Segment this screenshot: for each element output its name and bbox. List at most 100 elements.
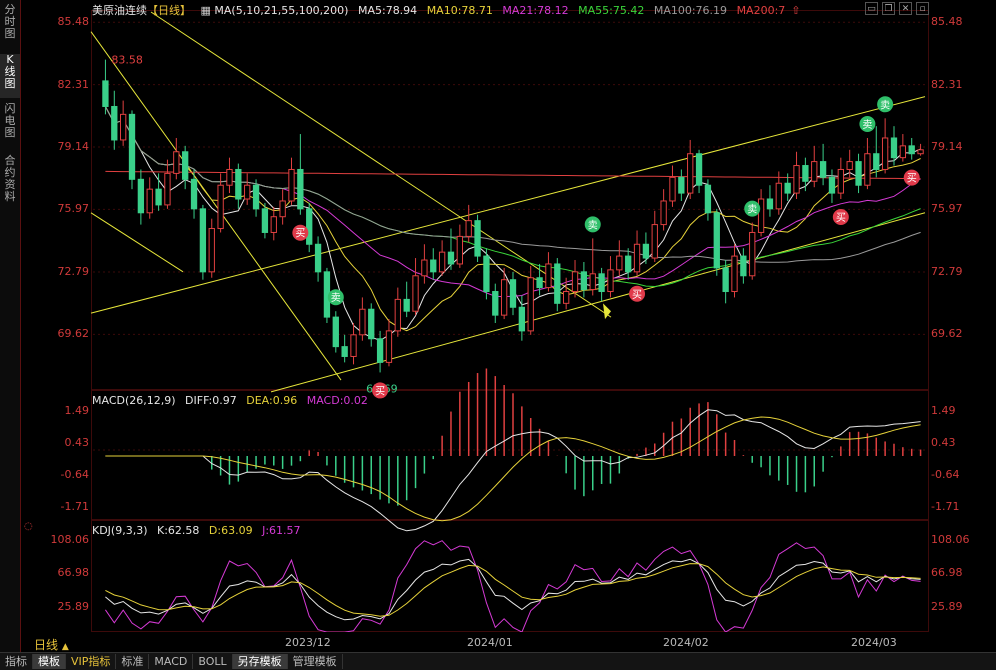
tab-boll[interactable]: BOLL — [193, 654, 233, 669]
maximize-icon[interactable]: ▫ — [916, 2, 929, 15]
candle-body — [509, 279, 517, 308]
tab-flash-chart-char: 电 — [4, 114, 16, 127]
minimize-icon[interactable]: ▭ — [865, 2, 878, 15]
candle-body — [465, 220, 472, 237]
arrow-up-icon[interactable]: ⇧ — [791, 4, 801, 17]
candle-body — [341, 346, 348, 357]
kdj-j-value: J:61.57 — [262, 524, 301, 537]
trend-line — [150, 11, 612, 318]
candle-body — [607, 269, 614, 293]
tab-flash-chart[interactable]: 闪电图 — [0, 103, 20, 147]
chart-canvas[interactable]: 83.5867.69买买买买买卖卖卖卖卖 — [21, 0, 996, 632]
candle-body — [412, 275, 419, 312]
candlesticks — [102, 59, 924, 373]
tab-macd[interactable]: MACD — [149, 654, 194, 669]
candle-body — [908, 145, 915, 155]
ma21-line — [104, 106, 921, 298]
tab-intraday-chart[interactable]: 分时图 — [0, 4, 20, 48]
tab-templates[interactable]: 模板 — [33, 654, 66, 669]
tab-manage-templates[interactable]: 管理模板 — [288, 654, 343, 669]
candle-body — [368, 308, 375, 340]
period-selector-label: 日线 — [34, 638, 59, 652]
candle-body — [438, 251, 446, 273]
candle-body — [288, 168, 295, 202]
close-icon[interactable]: ✕ — [899, 2, 912, 15]
ma55-value: MA55:75.42 — [578, 4, 645, 17]
candle-body — [279, 200, 286, 218]
tab-indicators[interactable]: 指标 — [0, 654, 33, 669]
tab-vip-indicators[interactable]: VIP指标 — [66, 654, 117, 669]
sell-signal-icon: 卖 — [877, 96, 894, 113]
candle-body — [687, 153, 694, 194]
macd-title[interactable]: MACD(26,12,9) — [92, 394, 176, 407]
sell-signal-icon: 卖 — [859, 115, 876, 132]
candle-body — [855, 161, 862, 186]
sell-signal-icon: 卖 — [744, 200, 761, 217]
candle-body — [350, 334, 357, 357]
candle-body — [394, 298, 401, 332]
candle-body — [722, 267, 729, 293]
ma55-line — [104, 106, 921, 288]
candle-body — [119, 113, 127, 141]
kdj-header: KDJ(9,3,3) K:62.58 D:63.09 J:61.57 — [92, 524, 307, 537]
candle-body — [873, 153, 880, 170]
kdj-tick-label: 25.89 — [57, 599, 90, 613]
signal-label: 卖 — [331, 292, 341, 304]
ma200-value: MA200:7 — [736, 4, 786, 17]
candle-body — [846, 161, 853, 170]
candle-body — [802, 165, 809, 182]
candle-body — [757, 198, 765, 233]
candle-body — [695, 153, 703, 186]
signal-badge — [832, 209, 849, 225]
price-tick-label: 85.48 — [931, 15, 963, 29]
candle-body — [740, 255, 747, 277]
kdj-d-line — [105, 563, 921, 617]
candle-body — [749, 231, 756, 277]
kdj-settings-icon[interactable]: ◌ — [24, 521, 33, 532]
signal-badge — [859, 115, 876, 132]
kdj-title[interactable]: KDJ(9,3,3) — [92, 524, 148, 537]
candle-body — [359, 308, 366, 336]
candle-body — [589, 273, 596, 291]
tab-save-template[interactable]: 另存模板 — [232, 654, 288, 669]
tab-intraday-chart-char: 分 — [4, 3, 16, 16]
signal-badge — [877, 96, 894, 113]
candle-body — [111, 105, 118, 141]
candle-body — [571, 271, 579, 293]
date-axis: 2023/12 2024/01 2024/02 2024/03 — [21, 632, 931, 652]
kdj-j-line — [104, 540, 921, 632]
ma-indicator-name[interactable]: MA(5,10,21,55,100,200) — [214, 4, 349, 17]
candle-body — [314, 243, 322, 273]
chart-area[interactable]: 83.5867.69买买买买买卖卖卖卖卖 85.4882.3179.1475.9… — [21, 0, 996, 632]
tab-flash-chart-char: 闪 — [4, 102, 16, 115]
kdj-k-line — [105, 558, 921, 621]
date-label: 2023/12 — [285, 636, 331, 649]
trend-line — [90, 31, 342, 381]
candle-body — [173, 151, 180, 174]
trend-line — [90, 212, 184, 273]
candle-body — [890, 137, 898, 159]
candle-body — [704, 184, 712, 214]
ma100-value: MA100:76.19 — [653, 4, 728, 17]
period-selector[interactable]: 日线 ▲ — [34, 636, 69, 653]
ma-settings-icon[interactable]: ▦ — [200, 4, 211, 17]
candle-body — [235, 168, 242, 200]
macd-tick-label: -1.71 — [60, 500, 89, 514]
candle-body — [102, 80, 109, 107]
signal-badge — [327, 289, 344, 306]
signal-label: 卖 — [588, 219, 598, 231]
candle-body — [616, 255, 623, 271]
tab-contract-info[interactable]: 合约资料 — [0, 155, 20, 213]
kdj-k-value: K:62.58 — [157, 524, 200, 537]
tab-standard[interactable]: 标准 — [116, 654, 150, 669]
restore-icon[interactable]: ❐ — [882, 2, 895, 15]
channel-lower-line — [270, 212, 926, 393]
buy-signal-icon: 买 — [292, 224, 309, 241]
sell-signal-icon: 卖 — [584, 216, 601, 233]
buy-signal-icon: 买 — [372, 382, 389, 399]
kdj-tick-label: 66.98 — [931, 566, 963, 580]
price-tick-label: 79.14 — [57, 140, 90, 154]
period-title[interactable]: 【日线】 — [147, 4, 191, 17]
